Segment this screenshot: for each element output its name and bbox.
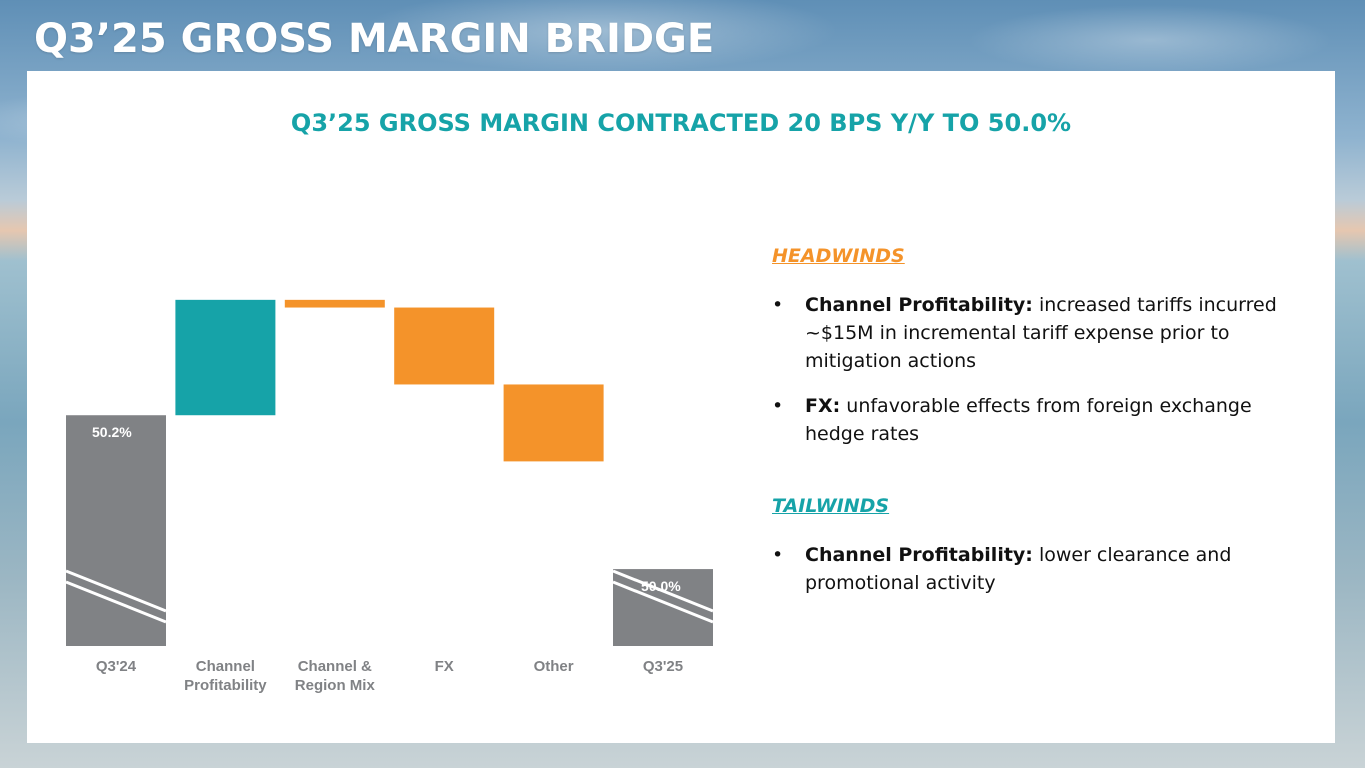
- bullet-dot: •: [772, 544, 784, 566]
- bullet-term: Channel Profitability:: [805, 544, 1033, 566]
- bullet-text: lower clearance and promotional activity: [805, 544, 1232, 594]
- chart-subtitle: Q3’25 GROSS MARGIN CONTRACTED 20 BPS Y/Y…: [290, 109, 1072, 137]
- bar-step-1: [175, 299, 276, 416]
- tick-label-line: Channel &: [298, 658, 372, 675]
- tick-label-1: Q3'24: [96, 658, 137, 675]
- tick-label-4: FX: [435, 658, 454, 675]
- slide-title: Q3’25 GROSS MARGIN BRIDGE: [34, 16, 715, 62]
- bullet-term: FX:: [805, 395, 841, 417]
- content-panel: Q3’25 GROSS MARGIN CONTRACTED 20 BPS Y/Y…: [27, 71, 1335, 743]
- tick-label-line: Profitability: [184, 677, 267, 694]
- bar-q3-24: [66, 415, 166, 646]
- tick-label-line: Other: [534, 658, 574, 675]
- headwinds-heading: HEADWINDS: [772, 245, 905, 267]
- tailwind-item-channel-profitability: • Channel Profitability: lower clearance…: [772, 541, 1312, 597]
- data-label-q3-25: 50.0%: [641, 578, 681, 594]
- tick-label-line: Channel: [196, 658, 255, 675]
- tick-label-6: Q3'25: [643, 658, 683, 675]
- bullet-text: increased tariffs incurred ~$15M in incr…: [805, 294, 1277, 372]
- tailwinds-list: • Channel Profitability: lower clearance…: [772, 541, 1312, 597]
- bullet-dot: •: [772, 294, 784, 316]
- bullet-text: unfavorable effects from foreign exchang…: [805, 395, 1252, 445]
- headwinds-list: • Channel Profitability: increased tarif…: [772, 291, 1312, 448]
- tick-label-line: Q3'24: [96, 658, 137, 675]
- tick-label-2: Channel Profitability: [184, 658, 267, 694]
- tick-label-3: Channel & Region Mix: [295, 658, 376, 694]
- tailwinds-heading: TAILWINDS: [772, 495, 890, 517]
- bar-step-3: [394, 307, 495, 385]
- tick-label-5: Other: [534, 658, 574, 675]
- tick-label-line: FX: [435, 658, 454, 675]
- bar-step-2: [284, 299, 385, 308]
- waterfall-chart: 50.2%50.0%Q3'24 Channel ProfitabilityChann…: [65, 299, 714, 694]
- bar-step-4: [503, 384, 604, 462]
- headwind-item-fx: • FX: unfavorable effects from foreign e…: [772, 392, 1312, 448]
- bullet-term: Channel Profitability:: [805, 294, 1033, 316]
- tick-label-line: Region Mix: [295, 677, 376, 694]
- axis-break-line: [65, 569, 167, 613]
- bar-q3-25: [613, 569, 713, 646]
- axis-break-line: [65, 580, 167, 624]
- commentary: HEADWINDS • Channel Profitability: incre…: [772, 245, 1312, 614]
- headwind-item-channel-profitability: • Channel Profitability: increased tarif…: [772, 291, 1312, 375]
- axis-break-line: [612, 580, 714, 624]
- tick-label-line: Q3'25: [643, 658, 683, 675]
- bullet-dot: •: [772, 395, 784, 417]
- data-label-q3-24: 50.2%: [92, 424, 132, 440]
- axis-break-line: [612, 569, 714, 613]
